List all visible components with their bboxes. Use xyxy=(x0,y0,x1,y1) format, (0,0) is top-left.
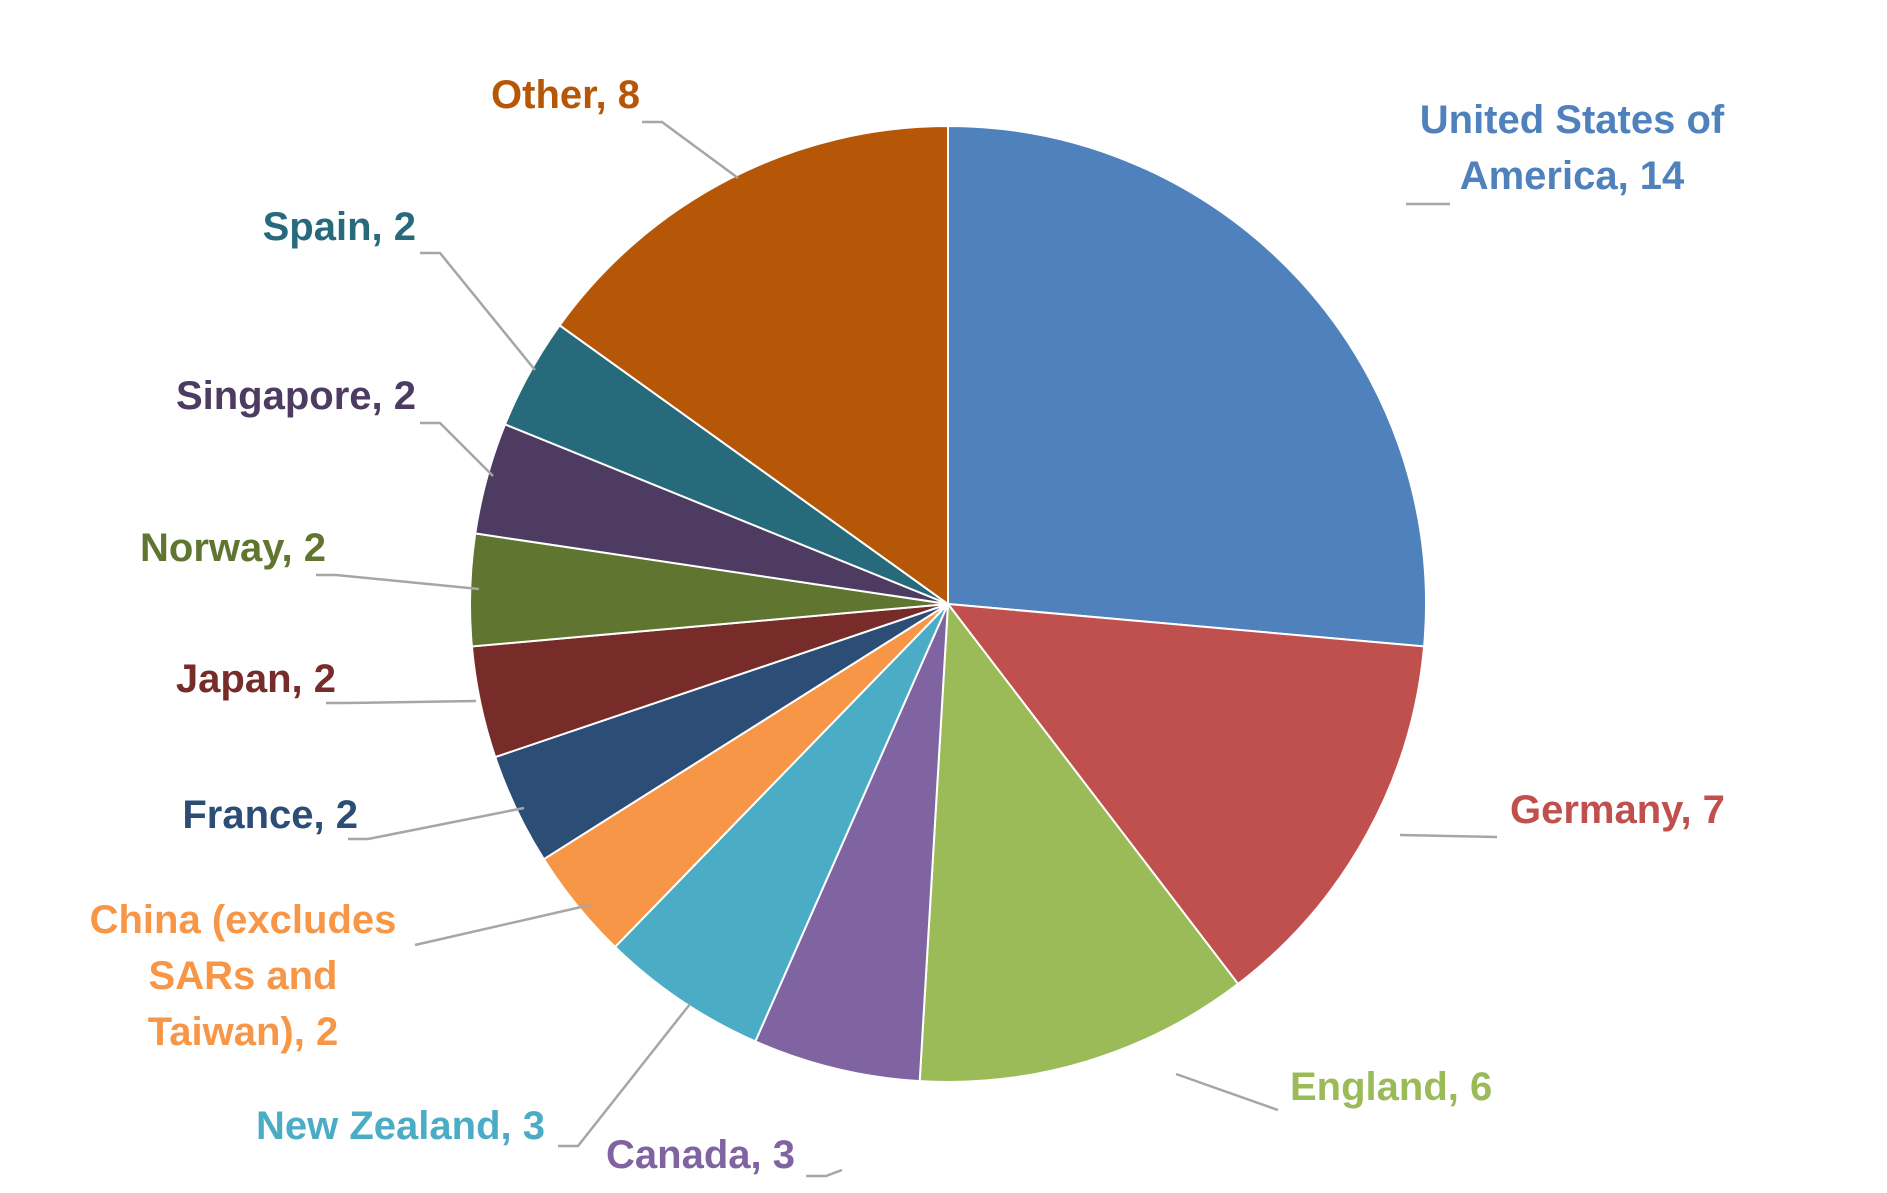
pie-slice-england-6 xyxy=(918,601,1240,1083)
slice-label-line: China (excludes xyxy=(90,898,397,942)
leader-line-new-zealand-3 xyxy=(558,1003,691,1148)
leader-line-norway-2 xyxy=(316,573,480,591)
pie-slice-germany-7 xyxy=(945,602,1426,986)
slice-label-line: America, 14 xyxy=(1460,154,1685,198)
slice-label-england-6: England, 6 xyxy=(1290,1065,1492,1109)
leader-line-france-2 xyxy=(348,806,525,841)
slice-label-line: Singapore, 2 xyxy=(176,374,416,418)
slice-label-line: New Zealand, 3 xyxy=(256,1104,545,1148)
slice-label-japan-2: Japan, 2 xyxy=(176,657,336,701)
slice-label-line: Spain, 2 xyxy=(263,205,416,249)
slice-label-canada-3: Canada, 3 xyxy=(606,1133,795,1177)
slice-label-line: Taiwan), 2 xyxy=(148,1010,338,1054)
slice-label-line: Canada, 3 xyxy=(606,1133,795,1177)
slice-labels: United States of America, 14 Germany, 7 Eng… xyxy=(90,73,1725,1177)
leader-lines xyxy=(316,120,1498,1178)
pie-slice-united-states-of-america-14 xyxy=(947,124,1427,648)
slice-label-line: Other, 8 xyxy=(491,73,640,117)
slice-label-china-excludes-sars-and-taiwan-2: China (excludes SARs and Taiwan), 2 xyxy=(90,898,397,1054)
slice-label-line: France, 2 xyxy=(182,793,358,837)
leader-line-germany-7 xyxy=(1399,833,1498,839)
slice-label-spain-2: Spain, 2 xyxy=(263,205,416,249)
slice-label-line: Norway, 2 xyxy=(140,526,326,570)
leader-line-spain-2 xyxy=(420,251,536,371)
slice-label-germany-7: Germany, 7 xyxy=(1510,788,1725,832)
pie-slice-canada-3 xyxy=(753,603,949,1083)
pie-slice-other-8 xyxy=(558,124,949,606)
pie-slices xyxy=(469,124,1427,1083)
leader-line-singapore-2 xyxy=(420,421,494,477)
slice-label-line: United States of xyxy=(1420,98,1725,142)
slice-label-new-zealand-3: New Zealand, 3 xyxy=(256,1104,545,1148)
slice-label-line: SARs and xyxy=(149,954,338,998)
pie-slice-new-zealand-3 xyxy=(613,603,949,1043)
leader-line-japan-2 xyxy=(326,699,477,705)
slice-label-norway-2: Norway, 2 xyxy=(140,526,326,570)
leader-line-other-8 xyxy=(642,120,739,180)
slice-label-other-8: Other, 8 xyxy=(491,73,640,117)
slice-label-line: England, 6 xyxy=(1290,1065,1492,1109)
slice-label-france-2: France, 2 xyxy=(182,793,358,837)
leader-line-china-excludes-sars-and-taiwan-2 xyxy=(414,903,591,947)
leader-line-england-6 xyxy=(1175,1072,1279,1112)
slice-label-line: Germany, 7 xyxy=(1510,788,1725,832)
slice-label-united-states-of-america-14: United States of America, 14 xyxy=(1420,98,1725,198)
leader-line-canada-3 xyxy=(806,1168,843,1178)
slice-label-line: Japan, 2 xyxy=(176,657,336,701)
slice-label-singapore-2: Singapore, 2 xyxy=(176,374,416,418)
